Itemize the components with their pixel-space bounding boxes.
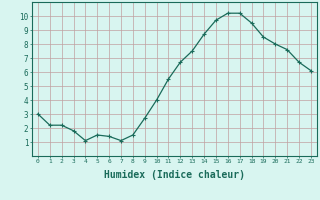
X-axis label: Humidex (Indice chaleur): Humidex (Indice chaleur)	[104, 170, 245, 180]
